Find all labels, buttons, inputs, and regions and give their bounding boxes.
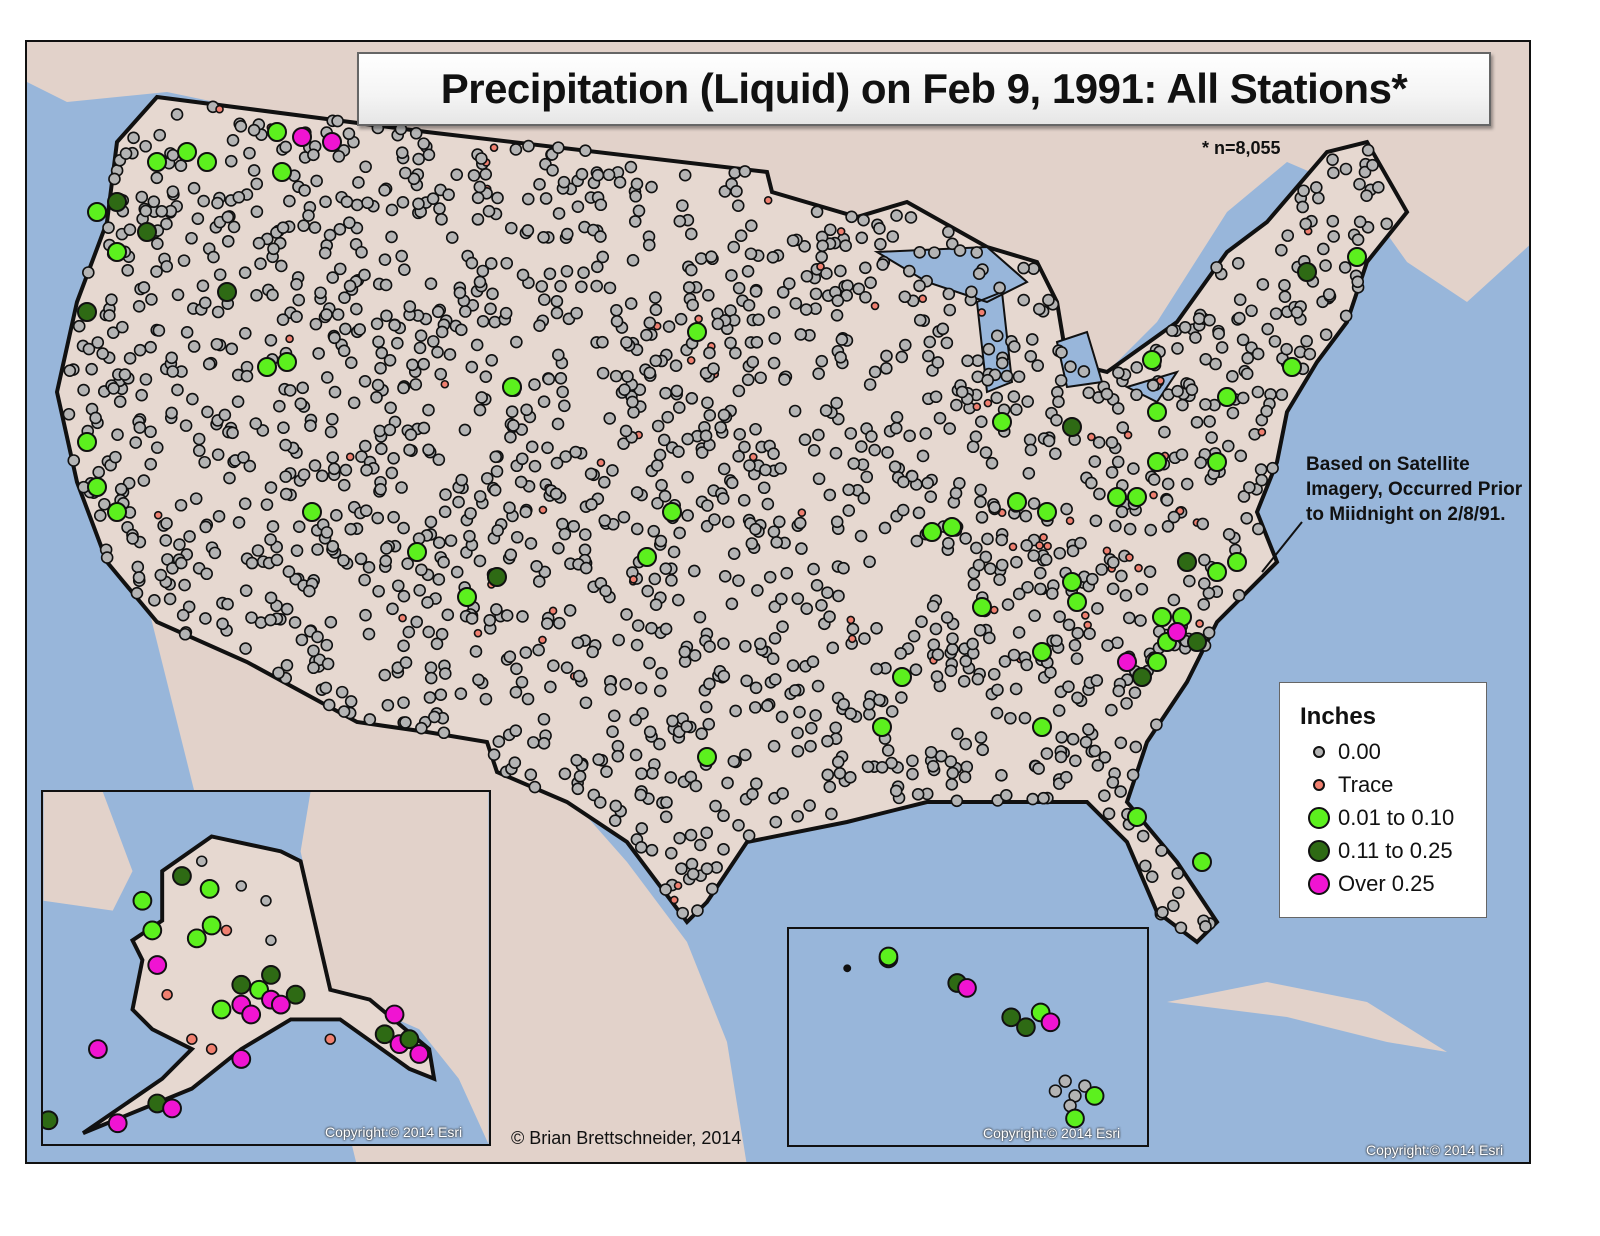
- alaska-map: [43, 792, 489, 1144]
- map-title: Precipitation (Liquid) on Feb 9, 1991: A…: [440, 65, 1408, 112]
- dark-green-dot-icon: [1308, 839, 1330, 862]
- satellite-annotation: Based on Satellite Imagery, Occurred Pri…: [1306, 454, 1523, 525]
- legend-label: Over 0.25: [1338, 870, 1435, 896]
- magenta-dot-icon: [1308, 872, 1330, 895]
- hawaii-inset: Copyright:© 2014 Esri: [787, 927, 1149, 1147]
- legend-item-heavy: Over 0.25: [1300, 867, 1486, 900]
- legend: Inches 0.00 Trace 0.01 to 0.10 0.11 to 0…: [1279, 682, 1487, 918]
- station-dots-main: [62, 100, 1394, 935]
- esri-copyright-hawaii: Copyright:© 2014 Esri: [983, 1125, 1121, 1141]
- legend-label: Trace: [1338, 771, 1394, 797]
- legend-label: 0.00: [1338, 738, 1381, 764]
- station-count-note: * n=8,055: [1202, 138, 1281, 158]
- legend-item-trace: Trace: [1300, 768, 1486, 801]
- hawaii-map: [843, 946, 1105, 1129]
- legend-item-light: 0.01 to 0.10: [1300, 801, 1486, 834]
- gray-dot-icon: [1313, 745, 1325, 758]
- legend-item-zero: 0.00: [1300, 735, 1486, 768]
- legend-label: 0.01 to 0.10: [1338, 804, 1455, 830]
- great-lakes: [873, 245, 1180, 404]
- author-credit: © Brian Brettschneider, 2014: [511, 1128, 742, 1148]
- title-box: Precipitation (Liquid) on Feb 9, 1991: A…: [357, 52, 1491, 126]
- alaska-inset: Copyright:© 2014 Esri: [41, 790, 491, 1146]
- map-frame: Precipitation (Liquid) on Feb 9, 1991: A…: [25, 40, 1531, 1164]
- salmon-dot-icon: [1313, 778, 1325, 791]
- esri-copyright-main: Copyright:© 2014 Esri: [1366, 1142, 1504, 1158]
- esri-copyright-alaska: Copyright:© 2014 Esri: [325, 1124, 463, 1140]
- legend-title: Inches: [1300, 703, 1377, 730]
- light-green-dot-icon: [1308, 806, 1330, 829]
- cuba-land: [1167, 982, 1447, 1052]
- legend-label: 0.11 to 0.25: [1338, 837, 1453, 863]
- legend-item-moderate: 0.11 to 0.25: [1300, 834, 1486, 867]
